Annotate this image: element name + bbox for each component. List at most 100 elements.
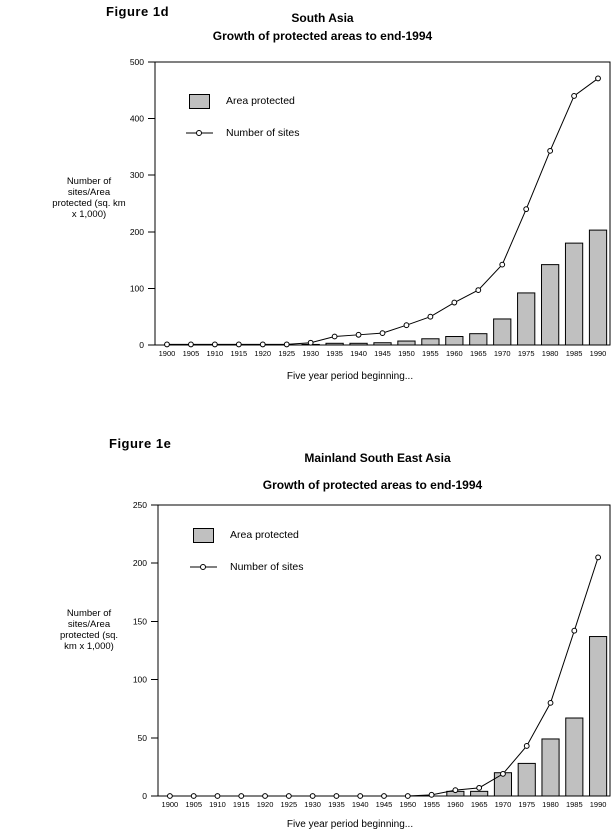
x-tick-label: 1965 — [470, 349, 487, 358]
x-tick-label: 1930 — [302, 349, 319, 358]
point-1945 — [379, 330, 386, 337]
point-1970 — [499, 261, 506, 268]
y-tick-label: 100 — [133, 675, 147, 685]
legend-item-number-of-sites: Number of sites — [186, 125, 300, 141]
legend-item-area-protected: Area protected — [186, 93, 300, 109]
point-1950 — [403, 322, 410, 329]
x-tick-label: 1940 — [352, 800, 369, 809]
bar-1975 — [517, 292, 536, 346]
marker-point — [200, 564, 206, 570]
point-1960 — [452, 787, 459, 794]
y-tick-label: 100 — [130, 283, 144, 293]
point-1950 — [404, 793, 411, 799]
y-tick-label: 0 — [139, 340, 144, 350]
number-of-sites-line — [169, 557, 599, 797]
y-tick-label: 50 — [138, 733, 148, 743]
point-1920 — [262, 793, 268, 799]
marker-point — [196, 130, 202, 136]
y-tick-label: 200 — [133, 558, 147, 568]
bar-1980 — [541, 738, 560, 797]
x-tick-label: 1960 — [447, 800, 464, 809]
x-tick-label: 1915 — [233, 800, 250, 809]
chart-1-title: South Asia — [291, 11, 354, 25]
x-tick-label: 1990 — [590, 800, 607, 809]
point-1955 — [428, 791, 435, 798]
x-tick-label: 1950 — [399, 800, 416, 809]
legend-icon-cell — [186, 128, 213, 138]
bar-1975 — [517, 762, 536, 797]
point-1985 — [571, 93, 577, 99]
point-1960 — [451, 299, 458, 306]
y-axis-label-line: sites/Area — [67, 187, 111, 198]
x-tick-label: 1970 — [495, 800, 512, 809]
bar-1960 — [445, 336, 464, 346]
y-tick-label: 200 — [130, 227, 144, 237]
x-tick-label: 1955 — [423, 800, 440, 809]
x-tick-label: 1980 — [542, 349, 559, 358]
bar-1985 — [565, 717, 584, 797]
point-1930 — [309, 793, 316, 799]
point-1900 — [164, 341, 170, 348]
point-1975 — [523, 743, 530, 749]
x-tick-label: 1900 — [159, 349, 176, 358]
legend-item-area-protected: Area protected — [190, 527, 304, 543]
y-axis-label-line: Number of — [66, 176, 112, 187]
figure-1e-label: Figure 1e — [109, 436, 172, 451]
bar-1980 — [541, 264, 560, 346]
bar-1990 — [589, 636, 608, 797]
x-tick-label: 1985 — [566, 349, 583, 358]
point-1930 — [307, 339, 314, 346]
point-1935 — [331, 333, 338, 340]
x-tick-label: 1945 — [376, 800, 393, 809]
legend-label: Number of sites — [230, 561, 304, 573]
x-tick-label: 1925 — [280, 800, 297, 809]
y-axis-label-line: sites/Area — [67, 619, 111, 630]
point-1915 — [238, 793, 245, 799]
bar-1970 — [493, 318, 512, 346]
legend-label: Area protected — [230, 529, 299, 541]
x-tick-label: 1930 — [304, 800, 321, 809]
y-axis-label-line: x 1,000) — [71, 209, 107, 220]
x-tick-label: 1945 — [374, 349, 391, 358]
legend-label: Number of sites — [226, 127, 300, 139]
chart-2-y-axis-label: Number of sites/Area protected (sq. km x… — [30, 608, 148, 652]
bar-1940 — [349, 342, 368, 346]
point-1985 — [571, 627, 578, 634]
bar-1935 — [325, 342, 344, 346]
chart-1-legend: Area protected Number of sites — [186, 93, 300, 141]
y-axis-label-line: km x 1,000) — [64, 641, 114, 652]
y-tick-label: 150 — [133, 616, 147, 626]
point-1910 — [211, 341, 218, 348]
x-tick-label: 1900 — [162, 800, 179, 809]
y-axis-label-line: Number of — [66, 608, 112, 619]
point-1990 — [595, 75, 601, 82]
point-1915 — [235, 341, 242, 348]
x-tick-label: 1980 — [542, 800, 559, 809]
figure-1d-label: Figure 1d — [106, 4, 170, 19]
chart-2-x-axis-label: Five year period beginning... — [286, 819, 414, 830]
bar-1985 — [564, 242, 584, 346]
point-1920 — [259, 341, 266, 348]
y-tick-label: 250 — [133, 500, 147, 510]
point-1905 — [190, 793, 197, 799]
x-tick-label: 1970 — [494, 349, 511, 358]
x-tick-label: 1985 — [566, 800, 583, 809]
bar-1965 — [470, 790, 489, 797]
point-1935 — [333, 793, 340, 799]
bar-1990 — [588, 229, 608, 346]
bar-1955 — [421, 338, 440, 346]
x-tick-label: 1925 — [278, 349, 295, 358]
y-tick-label: 300 — [130, 170, 144, 180]
point-1945 — [381, 793, 387, 799]
y-axis-label-line: protected (sq. — [59, 630, 119, 641]
x-tick-label: 1905 — [185, 800, 202, 809]
point-1955 — [427, 313, 434, 320]
chart-1-y-axis-label: Number of sites/Area protected (sq. km x… — [30, 176, 148, 220]
y-tick-label: 500 — [130, 57, 144, 67]
number-of-sites-marker — [190, 564, 217, 570]
x-tick-label: 1950 — [398, 349, 415, 358]
x-tick-label: 1940 — [350, 349, 367, 358]
x-tick-label: 1975 — [518, 349, 535, 358]
chart-1-x-axis-label: Five year period beginning... — [286, 371, 414, 382]
